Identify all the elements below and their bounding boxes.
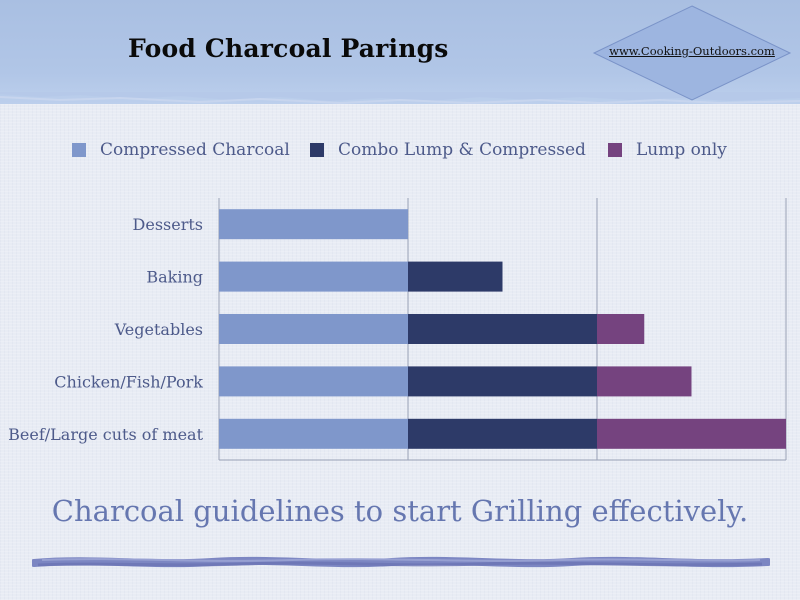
website-badge[interactable]: [592, 4, 792, 102]
legend-swatch-combo: [310, 143, 324, 157]
legend-label-lump: Lump only: [636, 140, 727, 160]
legend-item-combo: Combo Lump & Compressed: [310, 140, 586, 160]
bar-segment-compressed: [219, 366, 408, 397]
category-label: Baking: [146, 268, 203, 287]
header-edge: [0, 92, 800, 105]
legend-label-combo: Combo Lump & Compressed: [338, 140, 586, 160]
chart-caption: Charcoal guidelines to start Grilling ef…: [51, 494, 749, 528]
bar-segment-compressed: [219, 418, 408, 449]
bar-segment-lump: [597, 418, 786, 449]
category-label: Beef/Large cuts of meat: [8, 425, 203, 444]
category-label: Vegetables: [114, 320, 203, 339]
legend-item-lump: Lump only: [608, 140, 727, 160]
bar-segment-combo: [408, 366, 597, 397]
bar-segment-combo: [408, 418, 597, 449]
bar-segment-compressed: [219, 261, 408, 292]
bar-segment-lump: [597, 314, 645, 344]
bar-segment-lump: [597, 366, 692, 397]
category-label: Chicken/Fish/Pork: [54, 372, 203, 391]
bar-segment-compressed: [219, 209, 408, 240]
website-link[interactable]: www.Cooking-Outdoors.com: [609, 44, 775, 58]
stacked-bar-chart: Desserts Baking Vegetables Chicken/Fish/Por…: [8, 198, 787, 461]
legend-swatch-lump: [608, 143, 622, 157]
legend-label-compressed: Compressed Charcoal: [100, 140, 290, 160]
legend-item-compressed: Compressed Charcoal: [72, 140, 290, 160]
bar-segment-combo: [408, 314, 597, 344]
footer-brush-stroke: [32, 556, 770, 568]
bar-segment-compressed: [219, 314, 408, 344]
page-title: Food Charcoal Parings: [128, 34, 449, 63]
bar-segment-combo: [408, 261, 503, 292]
legend-swatch-compressed: [72, 143, 86, 157]
chart-legend: Compressed Charcoal Combo Lump & Compres…: [0, 140, 800, 164]
category-label: Desserts: [133, 215, 203, 234]
